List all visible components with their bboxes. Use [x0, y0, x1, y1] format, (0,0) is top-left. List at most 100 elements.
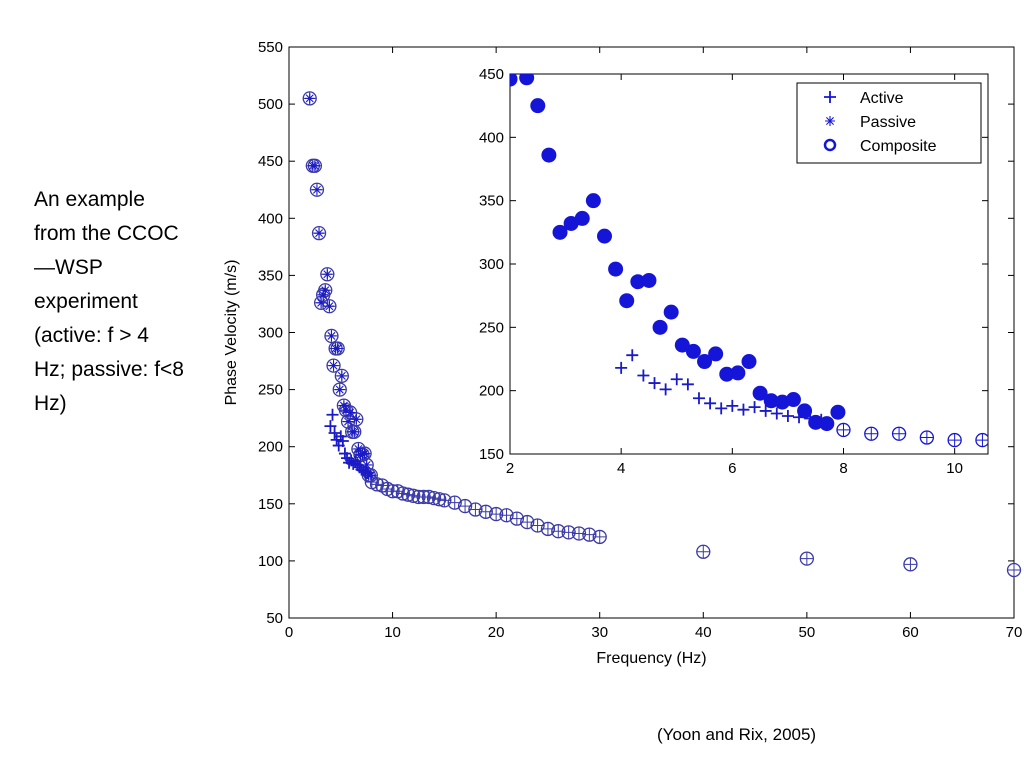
main-point-passive	[314, 228, 325, 239]
main-xtick-label: 60	[902, 624, 919, 641]
legend-item-active: Active	[824, 90, 904, 107]
main-ytick-label: 300	[258, 325, 283, 342]
main-ytick-label: 550	[258, 39, 283, 56]
inset-point-active	[726, 399, 739, 412]
main-point-passive	[326, 330, 337, 341]
inset-point-passive	[585, 193, 601, 209]
inset-point-active	[770, 407, 783, 420]
main-point-passive	[338, 400, 349, 411]
inset-point-passive	[530, 98, 546, 114]
main-ylabel: Phase Velocity (m/s)	[223, 260, 240, 406]
inset-point-passive	[596, 228, 612, 244]
legend-marker-passive	[825, 116, 835, 126]
inset-point-active	[670, 373, 683, 386]
inset-point-passive	[741, 354, 757, 370]
inset-point-passive	[719, 366, 735, 382]
main-point-composite	[561, 525, 576, 540]
legend-label-composite: Composite	[860, 138, 937, 155]
main-point-passive	[336, 370, 347, 381]
main-point-passive	[340, 405, 351, 416]
inset-point-composite	[919, 430, 935, 445]
inset-point-active	[681, 378, 694, 391]
main-ytick-label: 350	[258, 267, 283, 284]
inset-point-active	[615, 361, 628, 374]
inset-plot: 2 4 6 8 10 150 200 250 300 350 400 450 Active Passive…	[479, 66, 989, 477]
inset-ytick-label: 150	[479, 446, 504, 463]
inset-ytick-label: 250	[479, 319, 504, 336]
main-point-passive	[334, 384, 345, 395]
main-point-composite	[509, 511, 525, 526]
main-point-composite	[1006, 562, 1022, 578]
inset-point-active	[759, 404, 772, 417]
main-point-active	[336, 434, 349, 447]
main-point-passive	[318, 289, 329, 300]
main-point-active	[326, 408, 339, 421]
inset-xtick-label: 6	[728, 460, 736, 477]
main-series-passive	[304, 93, 376, 481]
inset-xtick-label: 2	[506, 460, 514, 477]
legend-item-composite: Composite	[823, 138, 937, 155]
main-point-active	[324, 420, 337, 433]
inset-ytick-label: 350	[479, 193, 504, 210]
inset-point-active	[737, 403, 750, 416]
main-xtick-label: 30	[591, 624, 608, 641]
inset-xtick-label: 4	[617, 460, 625, 477]
main-point-composite	[592, 529, 607, 545]
inset-point-active	[748, 401, 761, 414]
legend-label-passive: Passive	[860, 114, 916, 131]
inset-legend: Active Passive Composite	[796, 82, 982, 164]
main-point-passive	[316, 297, 327, 308]
main-point-composite	[903, 557, 918, 572]
main-xtick-label: 0	[285, 624, 293, 641]
inset-ytick-label: 450	[479, 66, 504, 83]
inset-point-passive	[697, 354, 713, 370]
inset-point-passive	[608, 261, 624, 277]
inset-point-passive	[752, 385, 768, 401]
main-point-composite	[696, 544, 711, 559]
inset-point-passive	[619, 293, 635, 309]
main-point-passive	[304, 93, 315, 104]
inset-point-passive	[519, 74, 535, 86]
inset-point-passive	[730, 365, 746, 381]
inset-point-passive	[708, 346, 724, 362]
main-point-passive	[309, 160, 320, 171]
main-point-passive	[332, 343, 343, 354]
inset-point-passive	[797, 403, 813, 419]
inset-point-passive	[574, 210, 590, 226]
inset-point-composite	[864, 426, 879, 441]
main-point-passive	[351, 414, 362, 425]
main-xtick-label: 20	[488, 624, 505, 641]
main-xlabel: Frequency (Hz)	[596, 650, 706, 667]
main-point-passive	[320, 285, 331, 296]
inset-point-active	[626, 349, 639, 362]
main-point-passive	[345, 407, 356, 418]
main-point-composite	[468, 502, 483, 517]
legend-marker-composite	[823, 138, 837, 152]
inset-series-composite	[836, 422, 988, 448]
inset-point-passive	[552, 224, 568, 240]
main-xtick-label: 50	[799, 624, 816, 641]
inset-point-passive	[510, 74, 518, 87]
inset-series-active	[615, 349, 828, 426]
inset-point-passive	[652, 319, 668, 335]
main-point-passive	[365, 470, 376, 481]
legend-marker-active	[824, 91, 836, 103]
main-point-passive	[343, 416, 354, 427]
legend-item-passive: Passive	[825, 114, 916, 131]
inset-point-passive	[641, 272, 657, 288]
main-point-passive	[359, 448, 370, 459]
legend-label-active: Active	[860, 90, 904, 107]
main-point-passive	[324, 301, 335, 312]
inset-xtick-label: 10	[946, 460, 963, 477]
inset-point-composite	[891, 426, 907, 441]
main-ytick-label: 450	[258, 153, 283, 170]
slide-description: An example from the CCOC—WSP experiment …	[34, 188, 184, 415]
main-point-passive	[353, 443, 364, 454]
inset-point-composite	[947, 432, 962, 448]
main-series-active	[324, 408, 374, 479]
main-xtick-label: 70	[1006, 624, 1023, 641]
inset-point-active	[659, 383, 672, 396]
inset-xtick-label: 8	[839, 460, 847, 477]
main-ytick-label: 500	[258, 96, 283, 113]
